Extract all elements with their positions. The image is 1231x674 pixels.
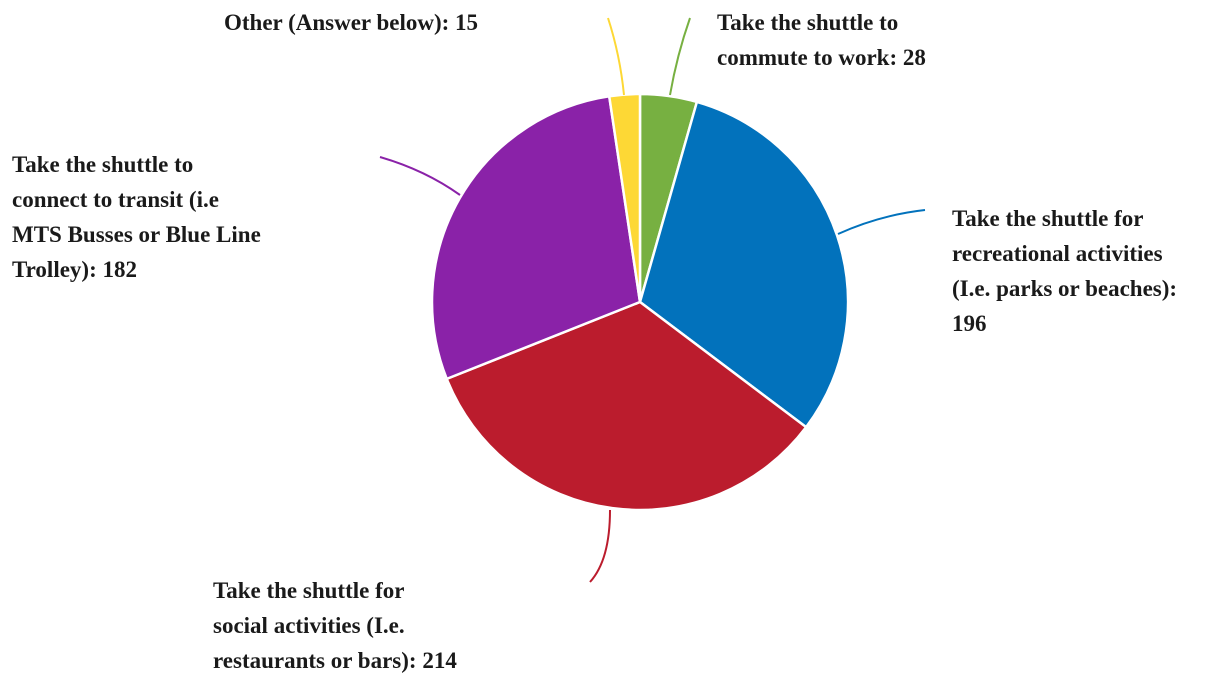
label-other: Other (Answer below): 15 [224, 10, 478, 35]
leader-lines [379, 17, 926, 583]
label-social: Take the shuttle for social activities (… [213, 578, 457, 673]
pie-slice-transit [430, 95, 642, 381]
slice-labels: Take the shuttle to commute to work: 28 … [12, 10, 1183, 673]
pie-slice-social [445, 300, 808, 512]
label-commute: Take the shuttle to commute to work: 28 [717, 10, 926, 70]
pie-slices [430, 92, 850, 512]
leader-line-commute [669, 17, 691, 96]
leader-line-social [589, 509, 611, 583]
leader-line-other [607, 17, 625, 96]
leader-line-recreational [837, 209, 926, 235]
leader-line-transit [379, 156, 461, 196]
label-recreational: Take the shuttle for recreational activi… [952, 206, 1183, 336]
label-transit: Take the shuttle to connect to transit (… [12, 152, 267, 282]
pie-slice-recreational [638, 100, 850, 429]
